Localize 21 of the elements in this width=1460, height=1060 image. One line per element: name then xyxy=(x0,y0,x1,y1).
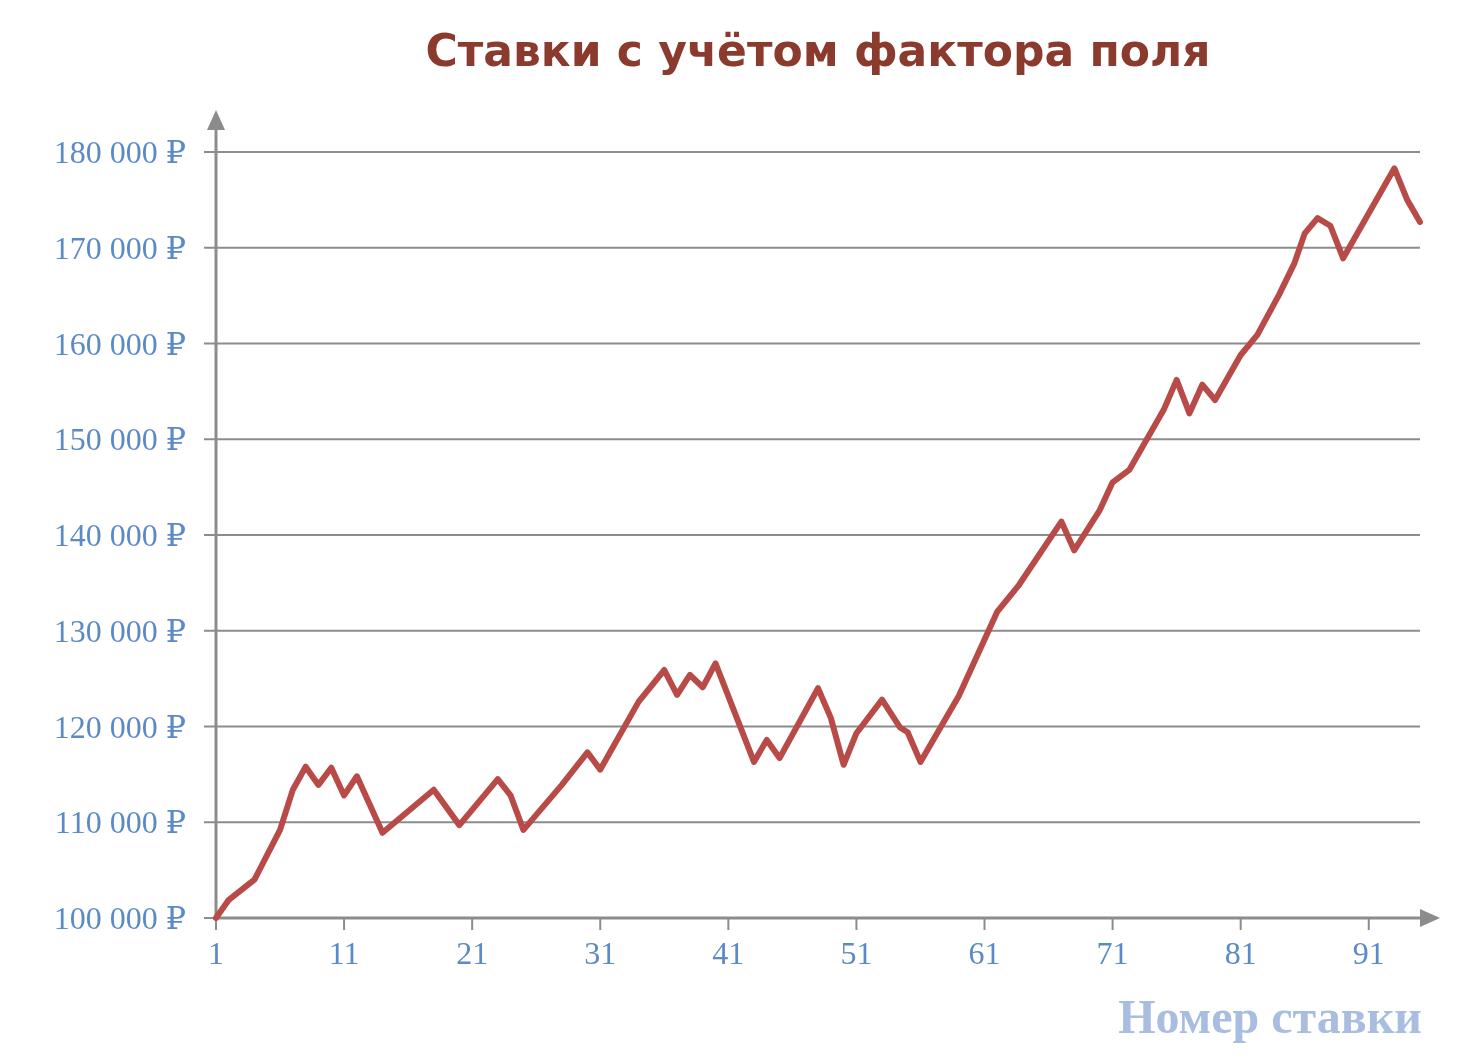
x-tick-label: 71 xyxy=(1096,935,1129,971)
x-tick-label: 51 xyxy=(840,935,873,971)
x-tick-label: 41 xyxy=(712,935,745,971)
x-axis-title: Номер ставки xyxy=(1118,990,1422,1043)
x-tick-label: 31 xyxy=(584,935,617,971)
y-tick-label: 150 000 ₽ xyxy=(53,421,186,458)
x-tick-label: 61 xyxy=(968,935,1001,971)
y-tick-label: 100 000 ₽ xyxy=(53,900,186,937)
x-tick-label: 11 xyxy=(328,935,360,971)
y-tick-label: 180 000 ₽ xyxy=(53,134,186,171)
x-tick-label: 1 xyxy=(208,935,224,971)
y-tick-label: 160 000 ₽ xyxy=(53,325,186,362)
y-tick-label: 110 000 ₽ xyxy=(54,804,186,841)
x-tick-label: 81 xyxy=(1224,935,1257,971)
x-tick-label: 21 xyxy=(456,935,489,971)
y-tick-label: 170 000 ₽ xyxy=(53,229,186,266)
y-tick-label: 140 000 ₽ xyxy=(53,517,186,554)
chart-title: Ставки с учётом фактора поля xyxy=(425,25,1211,76)
y-tick-label: 130 000 ₽ xyxy=(53,612,186,649)
x-tick-label: 91 xyxy=(1352,935,1385,971)
y-tick-label: 120 000 ₽ xyxy=(53,708,186,745)
